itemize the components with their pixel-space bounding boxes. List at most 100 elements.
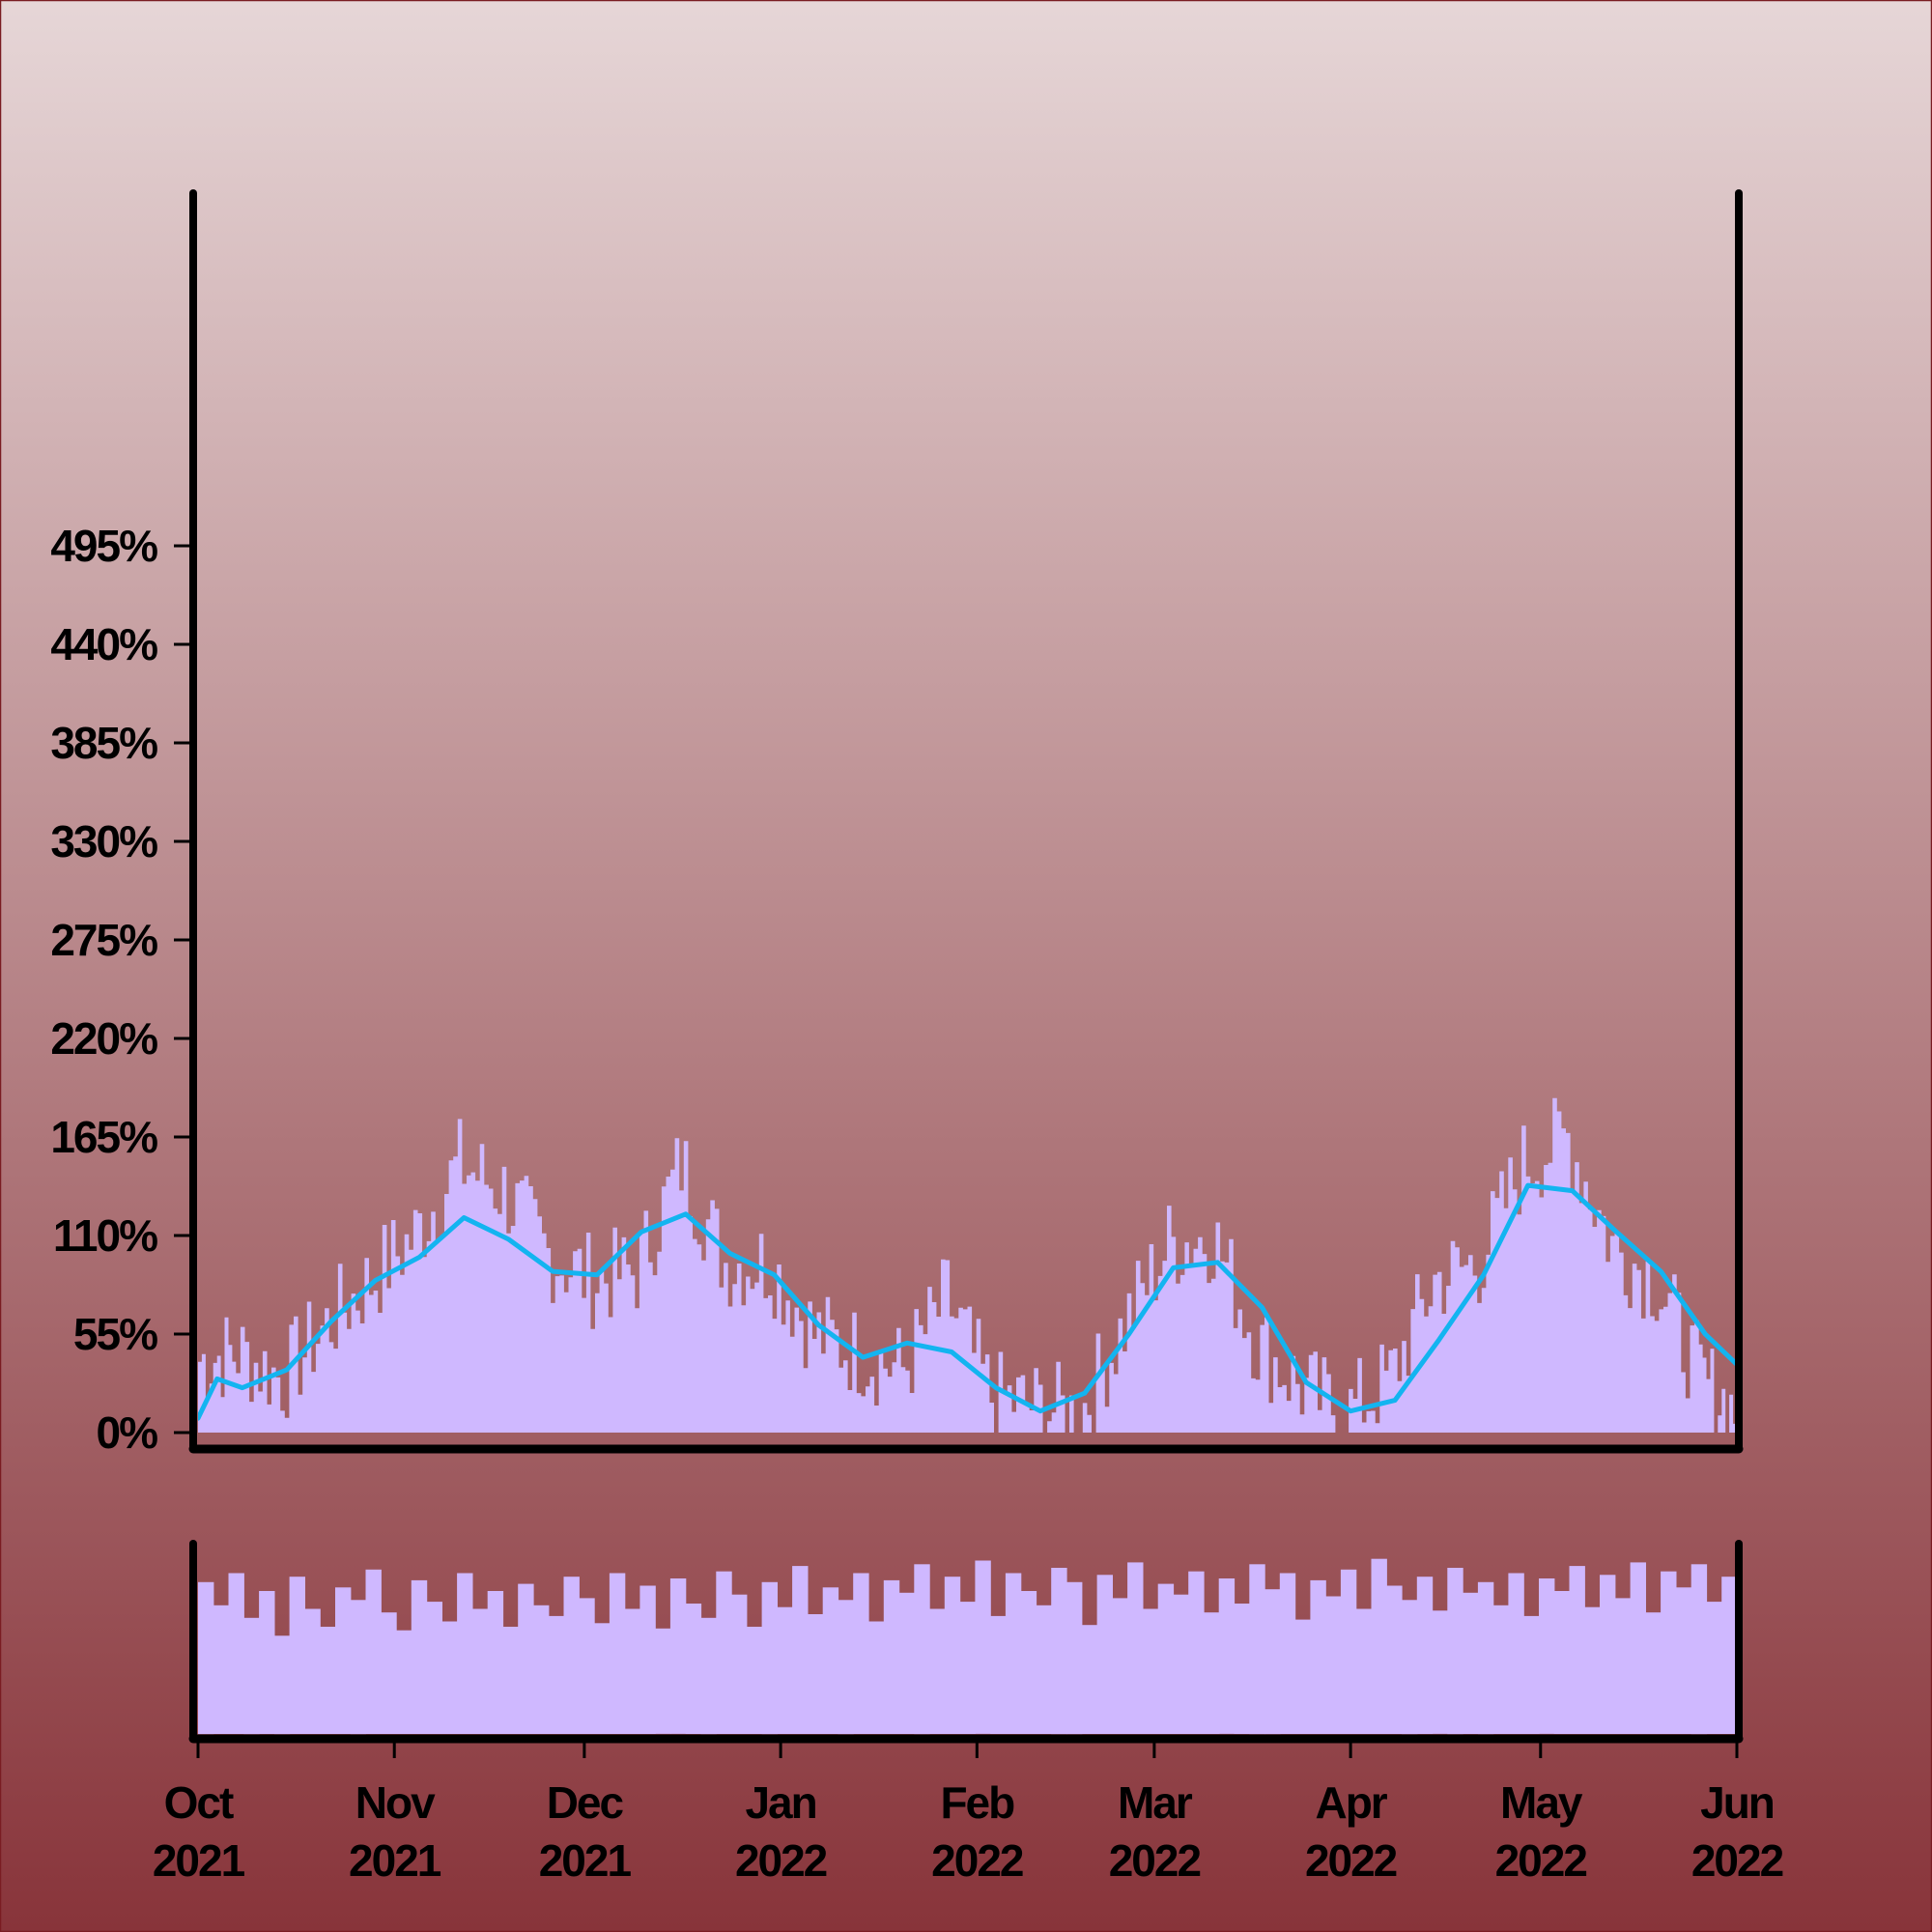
navigator-bar — [792, 1566, 809, 1734]
y-tick-label: 440% — [50, 619, 157, 669]
area-series — [198, 1097, 1737, 1433]
x-tick-month-label: Mar — [1118, 1777, 1193, 1828]
navigator-bar — [1614, 1598, 1632, 1734]
navigator-bar — [1218, 1578, 1236, 1734]
navigator-bar — [669, 1578, 687, 1734]
navigator-bar — [1096, 1575, 1113, 1734]
navigator-axes — [188, 1540, 1744, 1744]
moving-average-line — [198, 1182, 1737, 1421]
navigator-bar — [1463, 1592, 1479, 1734]
navigator-bar — [335, 1587, 352, 1734]
navigator-bar — [289, 1577, 305, 1734]
navigator-bar — [1112, 1598, 1128, 1734]
navigator-bar — [1584, 1606, 1601, 1734]
y-tick-label: 330% — [50, 816, 157, 867]
navigator-bar — [716, 1571, 732, 1734]
navigator-bar — [1539, 1578, 1555, 1734]
y-axis-ticks: 0% 55% 110% 165% 220% 275% 330% 385% 440% 495% — [50, 521, 189, 1458]
navigator-bar — [320, 1627, 336, 1734]
navigator-bar — [1553, 1591, 1571, 1734]
navigator-bar — [1371, 1558, 1387, 1734]
navigator-bar — [457, 1573, 473, 1734]
x-tick-year-label: 2021 — [539, 1835, 632, 1886]
navigator-bar — [1188, 1571, 1205, 1734]
navigator-bar — [1310, 1579, 1326, 1734]
main-axes — [188, 189, 1744, 1454]
navigator-bar — [1645, 1612, 1662, 1734]
navigator-bar — [533, 1605, 550, 1734]
y-tick-label: 55% — [73, 1309, 157, 1359]
navigator-bar — [1523, 1615, 1540, 1734]
navigator-bar — [1706, 1602, 1722, 1734]
navigator-bar — [594, 1623, 611, 1734]
navigator-bar — [502, 1627, 519, 1734]
navigator-bar — [746, 1627, 763, 1734]
x-tick-year-label: 2022 — [735, 1835, 827, 1886]
navigator-bar — [228, 1573, 244, 1734]
navigator-bar — [1249, 1564, 1265, 1735]
navigator-bar — [853, 1573, 869, 1734]
navigator-bar — [441, 1621, 458, 1734]
navigator-bar — [1661, 1571, 1677, 1734]
navigator-bar — [1340, 1569, 1357, 1734]
navigator-bar — [624, 1608, 640, 1734]
navigator-plot-area[interactable] — [198, 1558, 1738, 1735]
navigator-bar — [563, 1577, 580, 1734]
navigator-bar — [1051, 1568, 1067, 1735]
navigator-bar — [639, 1585, 656, 1734]
navigator-bar — [1508, 1573, 1524, 1734]
navigator-bar — [1142, 1608, 1159, 1734]
navigator-bar — [350, 1600, 367, 1735]
x-tick-year-label: 2021 — [153, 1835, 245, 1886]
x-tick-month-label: Jun — [1700, 1777, 1774, 1828]
navigator-bar — [1355, 1608, 1373, 1734]
navigator-bar — [487, 1591, 504, 1734]
y-tick-label: 110% — [53, 1210, 157, 1261]
navigator-bar — [1402, 1600, 1418, 1735]
navigator-bar — [1127, 1562, 1144, 1734]
navigator-bar — [822, 1587, 839, 1734]
navigator-bar — [838, 1600, 854, 1735]
navigator-bar — [1447, 1568, 1463, 1735]
navigator-bar — [868, 1621, 885, 1734]
navigator-bar — [1005, 1573, 1022, 1734]
navigator-bar — [548, 1615, 565, 1734]
navigator-bar — [304, 1608, 321, 1734]
navigator-bar — [1204, 1612, 1220, 1734]
navigator-bar — [1721, 1577, 1738, 1734]
navigator-bar — [609, 1573, 626, 1734]
navigator-bar — [243, 1617, 260, 1735]
main-plot-area — [198, 1097, 1737, 1433]
y-tick-label: 0% — [97, 1407, 158, 1458]
y-tick-label: 275% — [50, 915, 157, 965]
y-tick-label: 385% — [50, 718, 157, 768]
x-tick-month-label: May — [1500, 1777, 1583, 1828]
navigator-bar — [213, 1605, 230, 1734]
navigator-bar — [898, 1592, 915, 1734]
navigator-bar — [1157, 1583, 1175, 1734]
navigator-bar — [914, 1564, 930, 1735]
y-tick-label: 220% — [50, 1013, 157, 1064]
navigator-bar — [365, 1569, 382, 1734]
navigator-bar — [655, 1628, 671, 1734]
y-tick-label: 165% — [50, 1112, 157, 1162]
navigator-bar — [929, 1608, 946, 1734]
navigator-bar — [685, 1604, 702, 1734]
navigator-bar — [990, 1615, 1007, 1734]
x-axis-ticks: Oct 2021 Nov 2021 Dec 2021 Jan 2022 Feb 2022 Mar 20… — [153, 1741, 1785, 1886]
navigator-bar — [731, 1594, 748, 1734]
navigator-bar — [959, 1602, 976, 1734]
x-tick-year-label: 2022 — [1495, 1835, 1587, 1886]
navigator-bar — [1386, 1585, 1403, 1734]
navigator-bar — [1036, 1605, 1052, 1734]
navigator-bar — [1600, 1575, 1616, 1734]
navigator-bar — [426, 1602, 442, 1734]
x-tick-month-label: Nov — [355, 1777, 436, 1828]
x-tick-month-label: Apr — [1315, 1777, 1387, 1828]
x-tick-year-label: 2022 — [1691, 1835, 1783, 1886]
navigator-bar — [1690, 1564, 1708, 1735]
navigator-bar — [471, 1608, 489, 1734]
x-tick-year-label: 2022 — [1109, 1835, 1201, 1886]
